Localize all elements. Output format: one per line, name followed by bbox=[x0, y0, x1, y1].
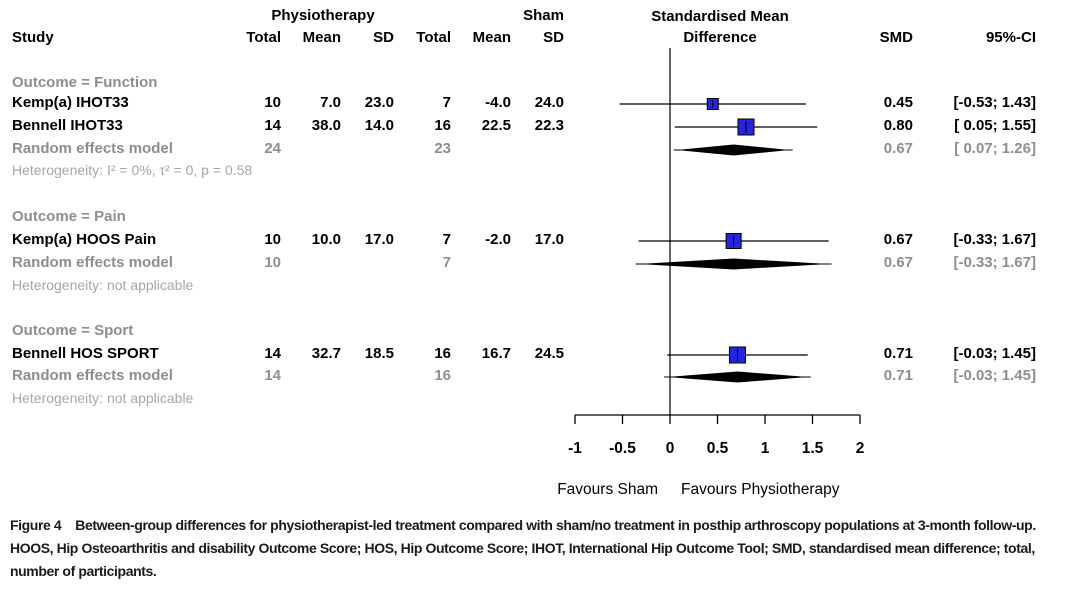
study-name: Bennell IHOT33 bbox=[12, 117, 123, 134]
pooled-ci-value: [ 0.07; 1.26] bbox=[954, 140, 1036, 157]
pooled-smd-value: 0.67 bbox=[883, 254, 913, 271]
column-header-sham: Sham bbox=[523, 7, 564, 24]
sham-sd-value: 17.0 bbox=[534, 231, 564, 248]
effect-header-line2: Difference bbox=[683, 29, 757, 46]
column-header-sham-mean: Mean bbox=[472, 29, 511, 46]
ci-value: [-0.03; 1.45] bbox=[953, 345, 1036, 362]
outcome-group-label-text: Outcome = Function bbox=[12, 74, 158, 91]
column-header-95ci: 95%-CI bbox=[985, 29, 1036, 46]
column-header-treat-mean: Mean bbox=[302, 29, 341, 46]
smd-value: 0.67 bbox=[883, 231, 913, 248]
treat-mean-value: 32.7 bbox=[311, 345, 341, 362]
column-header-sham-sd: SD bbox=[543, 29, 564, 46]
column-header-physiotherapy: Physiotherapy bbox=[271, 7, 375, 24]
heterogeneity-text: Heterogeneity: not applicable bbox=[12, 390, 194, 406]
x-axis-tick-label: -0.5 bbox=[609, 440, 636, 457]
treat-sd-value: 17.0 bbox=[364, 231, 394, 248]
figure-caption: Figure 4 Between-group differences for ph… bbox=[10, 514, 1058, 583]
effect-header-line1: Standardised Mean bbox=[651, 8, 789, 25]
sham-mean-value: -4.0 bbox=[485, 94, 511, 111]
column-header-effect: Standardised Mean Difference bbox=[620, 6, 820, 48]
figure-caption-tag: Figure 4 bbox=[10, 517, 62, 533]
sham-mean-value: 22.5 bbox=[481, 117, 511, 134]
favours-right-label: Favours Physiotherapy bbox=[681, 481, 840, 498]
treat-sd-value: 23.0 bbox=[364, 94, 394, 111]
column-header-treat-total: Total bbox=[246, 29, 281, 46]
ci-value: [-0.33; 1.67] bbox=[953, 231, 1036, 248]
ci-value: [ 0.05; 1.55] bbox=[954, 117, 1036, 134]
pooled-row: Random effects model 24 23 0.67 [ 0.07; 1.26… bbox=[0, 140, 1066, 160]
pooled-smd-value: 0.67 bbox=[883, 140, 913, 157]
treat-sd-value: 14.0 bbox=[364, 117, 394, 134]
sham-sd-value: 24.5 bbox=[534, 345, 564, 362]
pooled-row: Random effects model 10 7 0.67 [-0.33; 1.67] bbox=[0, 254, 1066, 274]
heterogeneity-text: Heterogeneity: I² = 0%, τ² = 0, p = 0.58 bbox=[12, 162, 253, 178]
pooled-treat-total: 10 bbox=[264, 254, 281, 271]
favours-left-label: Favours Sham bbox=[557, 481, 658, 498]
sham-total-value: 7 bbox=[442, 231, 451, 248]
pooled-sham-total: 23 bbox=[434, 140, 451, 157]
heterogeneity-row: Heterogeneity: not applicable bbox=[0, 277, 1066, 297]
x-axis-tick-label: 0 bbox=[666, 440, 675, 457]
figure-caption-text: Between-group differences for physiother… bbox=[10, 517, 1036, 579]
ci-value: [-0.53; 1.43] bbox=[953, 94, 1036, 111]
study-row: Kemp(a) HOOS Pain 10 10.0 17.0 7 -2.0 17.0 0.67… bbox=[0, 231, 1066, 251]
x-axis-tick-label: 2 bbox=[856, 440, 865, 457]
sham-mean-value: -2.0 bbox=[485, 231, 511, 248]
treat-total-value: 10 bbox=[264, 94, 281, 111]
heterogeneity-row: Heterogeneity: I² = 0%, τ² = 0, p = 0.58 bbox=[0, 162, 1066, 182]
outcome-group-label-text: Outcome = Sport bbox=[12, 322, 134, 339]
study-row: Bennell HOS SPORT 14 32.7 18.5 16 16.7 24.5 0.7… bbox=[0, 345, 1066, 365]
pooled-label: Random effects model bbox=[12, 254, 173, 271]
column-header-treat-sd: SD bbox=[373, 29, 394, 46]
sham-sd-value: 22.3 bbox=[534, 117, 564, 134]
study-name: Kemp(a) IHOT33 bbox=[12, 94, 129, 111]
heterogeneity-text: Heterogeneity: not applicable bbox=[12, 277, 194, 293]
sham-total-value: 16 bbox=[434, 117, 451, 134]
study-name: Kemp(a) HOOS Pain bbox=[12, 231, 157, 248]
x-axis-tick-label: 0.5 bbox=[707, 440, 729, 457]
heterogeneity-row: Heterogeneity: not applicable bbox=[0, 390, 1066, 410]
study-name: Bennell HOS SPORT bbox=[12, 345, 159, 362]
smd-value: 0.45 bbox=[883, 94, 913, 111]
outcome-group-label-text: Outcome = Pain bbox=[12, 208, 126, 225]
outcome-group-label: Outcome = Sport bbox=[0, 322, 1066, 342]
pooled-ci-value: [-0.33; 1.67] bbox=[953, 254, 1036, 271]
treat-mean-value: 38.0 bbox=[311, 117, 341, 134]
pooled-label: Random effects model bbox=[12, 140, 173, 157]
x-axis-tick-label: 1.5 bbox=[802, 440, 824, 457]
outcome-group-label: Outcome = Function bbox=[0, 74, 1066, 94]
smd-value: 0.80 bbox=[883, 117, 913, 134]
sham-sd-value: 24.0 bbox=[534, 94, 564, 111]
treat-sd-value: 18.5 bbox=[364, 345, 394, 362]
pooled-ci-value: [-0.03; 1.45] bbox=[953, 367, 1036, 384]
outcome-group-label: Outcome = Pain bbox=[0, 208, 1066, 228]
pooled-label: Random effects model bbox=[12, 367, 173, 384]
treat-total-value: 10 bbox=[264, 231, 281, 248]
pooled-row: Random effects model 14 16 0.71 [-0.03; 1.45… bbox=[0, 367, 1066, 387]
pooled-treat-total: 24 bbox=[264, 140, 281, 157]
column-header-study: Study bbox=[12, 29, 54, 46]
pooled-sham-total: 16 bbox=[434, 367, 451, 384]
pooled-smd-value: 0.71 bbox=[883, 367, 913, 384]
sham-total-value: 16 bbox=[434, 345, 451, 362]
sham-total-value: 7 bbox=[442, 94, 451, 111]
pooled-treat-total: 14 bbox=[264, 367, 281, 384]
sham-mean-value: 16.7 bbox=[481, 345, 511, 362]
x-axis-tick-label: 1 bbox=[761, 440, 770, 457]
treat-total-value: 14 bbox=[264, 345, 281, 362]
treat-mean-value: 10.0 bbox=[311, 231, 341, 248]
study-row: Kemp(a) IHOT33 10 7.0 23.0 7 -4.0 24.0 0.45 [-0.… bbox=[0, 94, 1066, 114]
x-axis-tick-label: -1 bbox=[568, 440, 582, 457]
column-header-sham-total: Total bbox=[416, 29, 451, 46]
treat-mean-value: 7.0 bbox=[320, 94, 341, 111]
pooled-sham-total: 7 bbox=[442, 254, 451, 271]
column-header-smd: SMD bbox=[879, 29, 913, 46]
smd-value: 0.71 bbox=[883, 345, 913, 362]
study-row: Bennell IHOT33 14 38.0 14.0 16 22.5 22.3 0.80 [ … bbox=[0, 117, 1066, 137]
treat-total-value: 14 bbox=[264, 117, 281, 134]
